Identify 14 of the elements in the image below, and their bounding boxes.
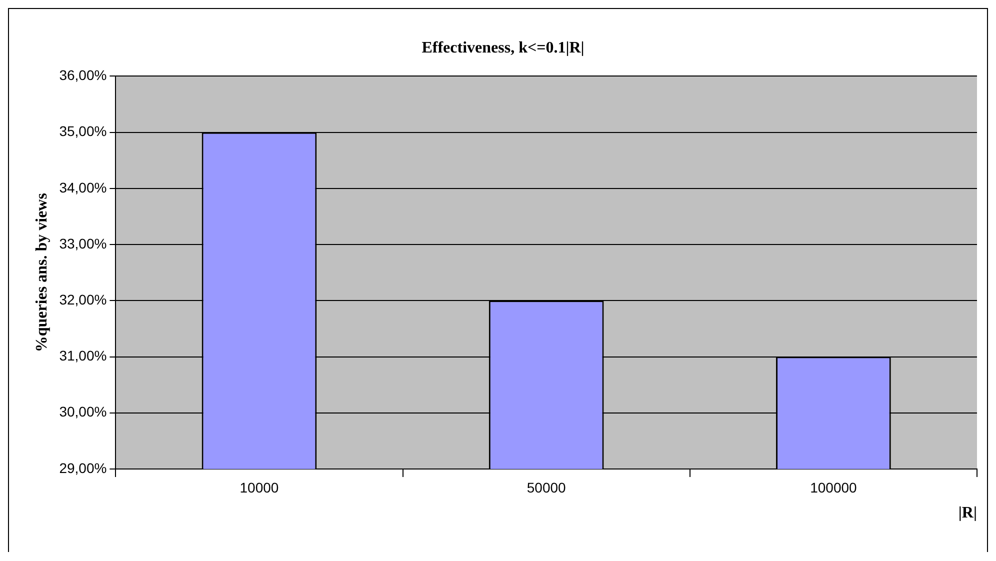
x-axis-title: |R|	[958, 504, 977, 522]
chart-title: Effectiveness, k<=0.1|R|	[422, 40, 584, 57]
y-tick-label: 35,00%	[59, 123, 107, 140]
y-tick-label: 34,00%	[59, 179, 107, 196]
x-tick-label: 100000	[810, 479, 858, 496]
y-tick-label: 32,00%	[59, 292, 107, 308]
y-axis-title: %queries ans. by views	[34, 193, 51, 352]
x-tick-label: 10000	[240, 479, 279, 496]
y-tick-label: 29,00%	[59, 460, 107, 476]
y-tick-label: 36,00%	[59, 67, 107, 84]
y-tick-label: 30,00%	[59, 404, 107, 420]
y-tick-label: 33,00%	[59, 235, 107, 252]
y-tick-label: 31,00%	[59, 348, 107, 364]
x-tick-label: 50000	[526, 479, 566, 496]
